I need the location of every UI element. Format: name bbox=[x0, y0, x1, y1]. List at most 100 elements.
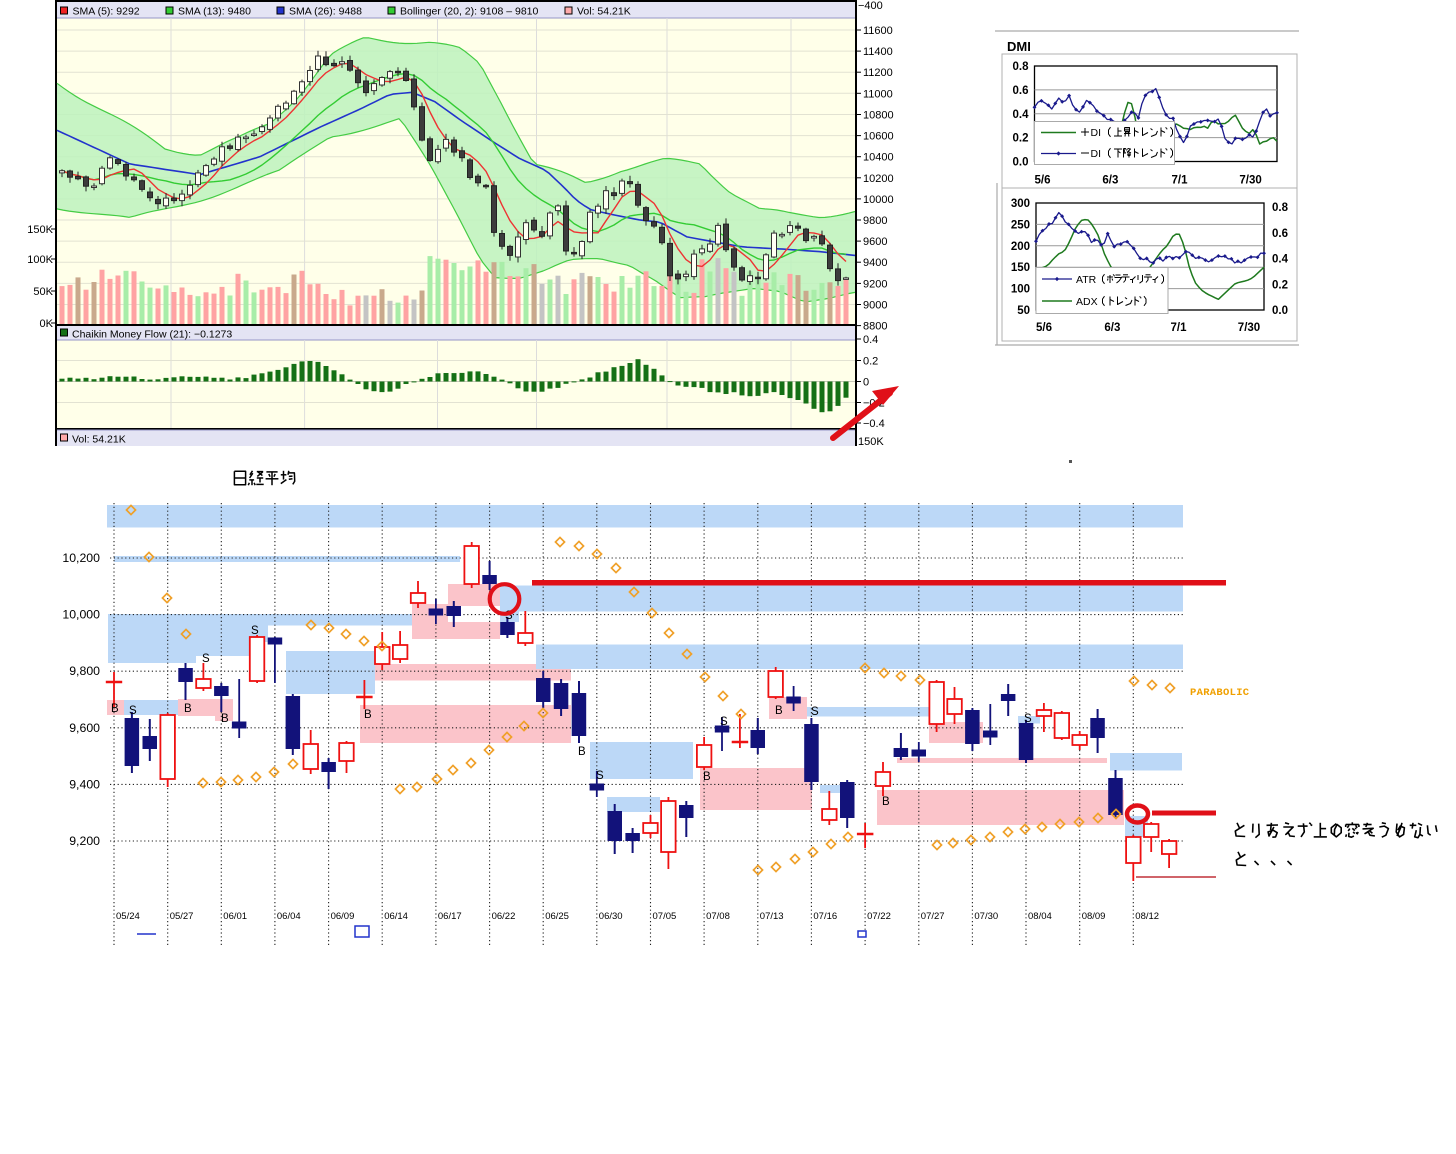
svg-text:200: 200 bbox=[1011, 241, 1030, 253]
svg-text:B: B bbox=[578, 746, 586, 758]
svg-text:50: 50 bbox=[1017, 305, 1030, 317]
svg-text:08/09: 08/09 bbox=[1082, 911, 1106, 922]
svg-text:07/08: 07/08 bbox=[706, 911, 730, 922]
svg-text:0.8: 0.8 bbox=[1013, 61, 1030, 73]
svg-text:9,600: 9,600 bbox=[69, 721, 100, 735]
svg-text:6/3: 6/3 bbox=[1102, 175, 1118, 187]
svg-text:10200: 10200 bbox=[863, 173, 894, 185]
svg-text:100: 100 bbox=[1011, 284, 1030, 296]
svg-text:0: 0 bbox=[863, 377, 869, 389]
svg-text:9,200: 9,200 bbox=[69, 834, 100, 848]
svg-text:06/04: 06/04 bbox=[277, 911, 301, 922]
svg-text:50K: 50K bbox=[33, 286, 53, 298]
svg-text:B: B bbox=[775, 705, 783, 717]
svg-text:10600: 10600 bbox=[863, 131, 894, 143]
svg-text:B: B bbox=[221, 713, 229, 725]
svg-text:9,800: 9,800 bbox=[69, 664, 100, 678]
svg-text:PARABOLIC: PARABOLIC bbox=[1190, 687, 1250, 699]
svg-text:SMA (5): 9292: SMA (5): 9292 bbox=[73, 6, 140, 18]
svg-text:B: B bbox=[882, 796, 890, 808]
svg-text:08/04: 08/04 bbox=[1028, 911, 1052, 922]
svg-text:07/16: 07/16 bbox=[813, 911, 837, 922]
svg-text:0.6: 0.6 bbox=[1013, 85, 1029, 97]
svg-text:Vol: 54.21K: Vol: 54.21K bbox=[577, 6, 631, 18]
svg-text:07/05: 07/05 bbox=[653, 911, 677, 922]
svg-text:ADX: ADX bbox=[1076, 296, 1098, 308]
svg-text:11200: 11200 bbox=[863, 67, 893, 79]
svg-text:0.0: 0.0 bbox=[1013, 157, 1029, 169]
svg-text:DI: DI bbox=[1091, 148, 1102, 160]
svg-text:06/14: 06/14 bbox=[384, 911, 408, 922]
svg-text:S: S bbox=[596, 770, 604, 782]
svg-text:−400: −400 bbox=[858, 0, 883, 12]
svg-text:S: S bbox=[811, 706, 819, 718]
svg-text:9600: 9600 bbox=[863, 236, 887, 248]
svg-text:06/22: 06/22 bbox=[492, 911, 516, 922]
svg-text:07/13: 07/13 bbox=[760, 911, 784, 922]
svg-text:100K: 100K bbox=[27, 254, 53, 266]
svg-text:5/6: 5/6 bbox=[1035, 175, 1051, 187]
svg-text:300: 300 bbox=[1011, 198, 1030, 210]
svg-text:Bollinger (20, 2): 9108 – 9810: Bollinger (20, 2): 9108 – 9810 bbox=[400, 6, 539, 18]
svg-text:B: B bbox=[184, 703, 192, 715]
svg-text:11000: 11000 bbox=[863, 88, 893, 100]
svg-text:9000: 9000 bbox=[863, 300, 887, 312]
svg-text:0K: 0K bbox=[40, 318, 54, 330]
svg-text:06/30: 06/30 bbox=[599, 911, 623, 922]
svg-text:Vol: 54.21K: Vol: 54.21K bbox=[72, 434, 126, 446]
svg-text:0.2: 0.2 bbox=[863, 356, 878, 368]
svg-text:S: S bbox=[505, 610, 513, 622]
svg-text:10400: 10400 bbox=[863, 152, 894, 164]
svg-text:07/27: 07/27 bbox=[921, 911, 945, 922]
svg-text:B: B bbox=[364, 709, 372, 721]
svg-text:150: 150 bbox=[1011, 262, 1030, 274]
svg-text:DI: DI bbox=[1091, 127, 1102, 139]
svg-text:11400: 11400 bbox=[863, 46, 893, 58]
svg-text:9800: 9800 bbox=[863, 215, 887, 227]
svg-text:7/30: 7/30 bbox=[1239, 175, 1261, 187]
svg-text:S: S bbox=[251, 625, 259, 637]
svg-text:10800: 10800 bbox=[863, 110, 894, 122]
svg-text:Chaikin Money Flow (21): −0.12: Chaikin Money Flow (21): −0.1273 bbox=[72, 329, 232, 341]
svg-text:9200: 9200 bbox=[863, 278, 887, 290]
svg-text:0.2: 0.2 bbox=[1272, 279, 1288, 291]
svg-text:0.4: 0.4 bbox=[1272, 254, 1289, 266]
svg-text:06/09: 06/09 bbox=[331, 911, 355, 922]
svg-text:ATR: ATR bbox=[1076, 274, 1097, 286]
svg-text:05/27: 05/27 bbox=[170, 911, 194, 922]
svg-text:0.8: 0.8 bbox=[1272, 202, 1289, 214]
svg-text:S: S bbox=[720, 716, 728, 728]
svg-text:06/01: 06/01 bbox=[223, 911, 247, 922]
svg-text:06/25: 06/25 bbox=[545, 911, 569, 922]
svg-text:9,400: 9,400 bbox=[69, 777, 100, 791]
svg-text:S: S bbox=[1024, 713, 1032, 725]
svg-text:250: 250 bbox=[1011, 219, 1030, 231]
svg-text:5/6: 5/6 bbox=[1036, 322, 1052, 334]
svg-text:B: B bbox=[111, 703, 119, 715]
svg-text:8800: 8800 bbox=[863, 321, 887, 333]
svg-text:S: S bbox=[202, 653, 210, 665]
svg-text:10,200: 10,200 bbox=[62, 551, 100, 565]
svg-text:0.4: 0.4 bbox=[863, 334, 878, 346]
svg-text:7/1: 7/1 bbox=[1171, 322, 1188, 334]
svg-text:SMA (13): 9480: SMA (13): 9480 bbox=[178, 6, 251, 18]
svg-text:07/30: 07/30 bbox=[974, 911, 998, 922]
svg-text:S: S bbox=[129, 705, 137, 717]
svg-text:06/17: 06/17 bbox=[438, 911, 462, 922]
svg-text:6/3: 6/3 bbox=[1104, 322, 1120, 334]
svg-text:0.2: 0.2 bbox=[1013, 133, 1029, 145]
svg-text:150K: 150K bbox=[27, 224, 53, 236]
svg-text:11600: 11600 bbox=[863, 25, 893, 37]
svg-text:7/30: 7/30 bbox=[1238, 322, 1260, 334]
svg-text:0.4: 0.4 bbox=[1013, 109, 1030, 121]
svg-text:DMI: DMI bbox=[1007, 39, 1031, 54]
svg-text:0.0: 0.0 bbox=[1272, 305, 1288, 317]
svg-text:7/1: 7/1 bbox=[1172, 175, 1189, 187]
svg-text:−0.4: −0.4 bbox=[863, 418, 885, 430]
svg-text:10,000: 10,000 bbox=[62, 608, 100, 622]
svg-text:07/22: 07/22 bbox=[867, 911, 891, 922]
svg-text:08/12: 08/12 bbox=[1135, 911, 1159, 922]
svg-text:150K: 150K bbox=[858, 436, 884, 448]
svg-text:B: B bbox=[703, 771, 711, 783]
svg-text:0.6: 0.6 bbox=[1272, 228, 1288, 240]
